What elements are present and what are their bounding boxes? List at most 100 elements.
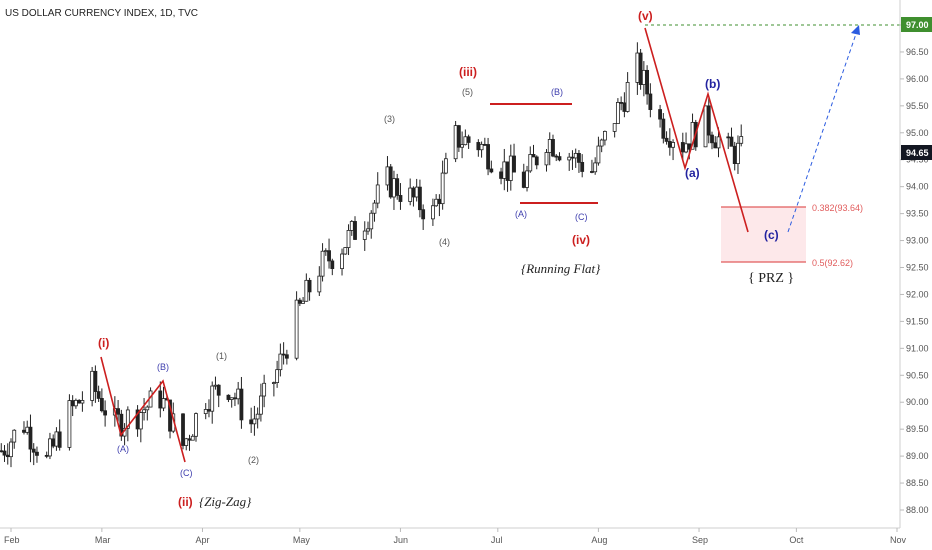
candle-body [544,152,549,166]
price-axis-tick-label: 96.50 [906,47,929,57]
time-axis-tick-label: May [293,535,311,545]
candle-body [252,418,257,425]
candle-body [307,279,312,293]
candle-body [203,409,208,415]
price-axis-tick-label: 90.00 [906,397,929,407]
candle-body [375,184,380,204]
candle-body [99,398,104,412]
wave-lines [100,27,749,463]
candle-body [372,202,377,214]
candle-body [658,109,662,120]
time-axis-tick-label: Oct [789,535,804,545]
candle-body [385,166,390,186]
candle-body [476,142,481,151]
candle-body [398,195,403,202]
candle-body [262,382,267,397]
price-axis-tick-label: 94.00 [906,182,929,192]
candle-body [414,186,419,198]
candle-body [434,198,439,207]
wave-label-B1: (B) [157,362,169,372]
candle-body [570,156,575,159]
price-axis-tick-label: 95.00 [906,128,929,138]
wave-label-5: (5) [462,87,473,97]
candle-body [340,253,344,269]
candle-body [366,228,370,232]
candle-body [482,143,487,146]
running-flat-annotation: {Running Flat} [521,261,601,276]
time-axis-tick-label: Jul [491,535,503,545]
price-axis-tick-label: 91.50 [906,316,929,326]
time-axis-tick-label: Nov [890,535,907,545]
candle-body [275,369,280,383]
candle-body [534,156,539,166]
candle-body [67,400,72,448]
candle-body [0,450,4,453]
candle-body [304,279,309,302]
candle-body [207,409,211,412]
wave-label-b: (b) [705,77,720,91]
candle-body [48,438,52,457]
candle-body [577,152,581,163]
candle-body [51,438,56,447]
candle-body [502,161,507,179]
candle-body [580,161,585,172]
candle-body [161,398,166,409]
candle-body [567,156,572,161]
candle-body [125,409,130,429]
wave-label-C1: (C) [180,468,193,478]
candle-body [531,154,536,158]
wave-label-A1: (A) [117,444,129,454]
candle-body [726,136,731,139]
candle-body [684,143,688,153]
candle-body [233,397,237,400]
candle-body [138,412,143,430]
candle-body [710,134,714,144]
candle-body [508,155,513,181]
target-price-tag-label: 97.00 [906,20,929,30]
candle-body [431,205,435,220]
candle-body [466,136,471,143]
correction-abc-line [644,27,749,233]
price-axis-tick-label: 88.00 [906,505,929,515]
candle-body [619,102,624,104]
prz-zone [721,207,806,262]
candle-body [278,353,283,371]
candle-body [667,141,672,148]
candle-body [612,123,617,132]
candle-body [9,441,13,458]
prz-annotation: { PRZ } [748,271,794,286]
candle-body [236,388,241,400]
candle-body [54,431,59,447]
candle-body [77,399,82,404]
candle-body [703,105,708,148]
candle-body [70,400,75,407]
candle-body [388,166,393,198]
candle-body [35,451,39,456]
candle-body [547,139,552,153]
candle-body [421,209,426,220]
candle-body [239,388,244,421]
candle-body [479,143,484,151]
candle-body [440,172,445,205]
candle-body [327,250,331,262]
price-axis-tick-label: 95.50 [906,101,929,111]
time-axis: Feb Mar Apr May Jun Jul Aug Sep Oct Nov [4,528,907,545]
candle-body [716,136,721,149]
target-price-tag [901,17,932,32]
wave-label-iv: (iv) [572,233,590,247]
time-axis-tick-label: Feb [4,535,20,545]
candle-body [194,413,198,437]
candle-body [557,156,562,161]
candle-body [486,144,490,170]
zigzag-line [100,356,186,463]
wave-label-A2: (A) [515,209,527,219]
candle-body [732,145,737,165]
time-axis-tick-label: Aug [591,535,607,545]
candle-body [408,187,413,202]
wave-label-c: (c) [764,228,779,242]
candle-body [615,102,620,125]
candle-body [103,410,108,416]
candle-body [418,186,422,211]
candle-body [119,413,124,437]
candle-body [158,390,163,409]
